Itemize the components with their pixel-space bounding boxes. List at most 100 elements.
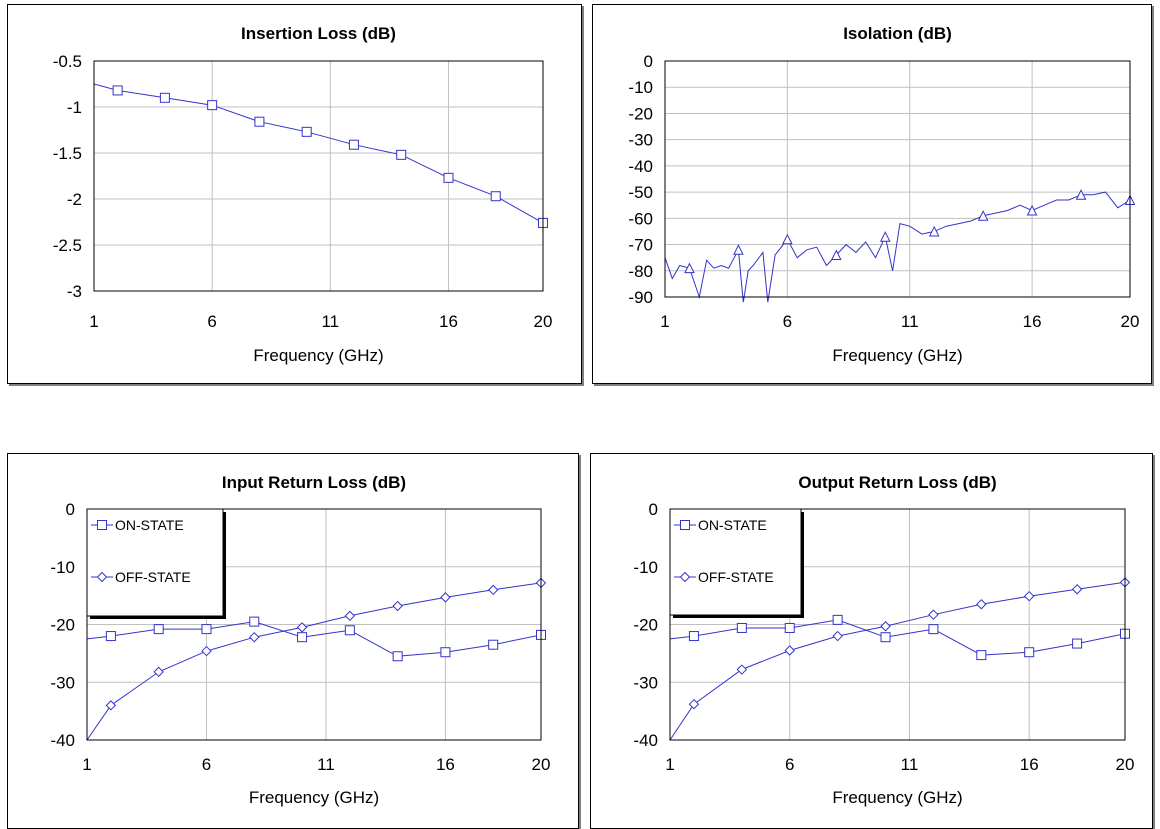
data-point xyxy=(1072,638,1083,649)
data-point xyxy=(301,126,312,137)
x-tick-label: 11 xyxy=(321,312,339,331)
data-point xyxy=(736,664,748,675)
data-point xyxy=(928,624,939,635)
data-point xyxy=(1071,584,1083,595)
y-tick-label: 0 xyxy=(649,500,658,519)
y-tick-label: -1 xyxy=(67,98,82,117)
data-point xyxy=(782,233,793,245)
y-tick-label: -1.5 xyxy=(53,144,82,163)
y-tick-label: -20 xyxy=(50,616,75,635)
y-tick-label: -20 xyxy=(628,104,653,123)
data-point xyxy=(736,622,747,633)
x-tick-label: 1 xyxy=(89,312,98,331)
y-tick-label: -0.5 xyxy=(53,52,82,71)
data-point xyxy=(1024,590,1035,602)
data-point xyxy=(249,616,260,627)
data-point xyxy=(1075,189,1087,200)
y-tick-label: -3 xyxy=(67,282,82,301)
insertion-loss-panel: Insertion Loss (dB) 1 6 11 16 20 -0.5 -1 -1.5 -2-… xyxy=(7,4,582,384)
x-tick-label: 16 xyxy=(1023,312,1042,331)
data-point xyxy=(832,614,843,625)
y-tick-label: -10 xyxy=(633,558,658,577)
x-tick-label: 11 xyxy=(901,312,919,331)
data-point xyxy=(688,631,699,642)
y-tick-label: -70 xyxy=(628,236,653,255)
data-point xyxy=(112,85,123,96)
data-point xyxy=(831,249,842,261)
x-tick-label: 1 xyxy=(82,755,91,774)
data-point xyxy=(688,698,700,710)
data-point xyxy=(977,210,989,221)
y-tick-label: -2 xyxy=(67,190,82,209)
legend-label: OFF-STATE xyxy=(698,569,774,585)
x-tick-label: 6 xyxy=(207,312,216,331)
data-point xyxy=(976,599,987,610)
x-tick-label: 11 xyxy=(317,755,335,774)
x-tick-label: 16 xyxy=(1020,755,1039,774)
data-point xyxy=(684,262,695,274)
y-tick-label: -40 xyxy=(633,731,658,750)
y-tick-label: -10 xyxy=(50,558,75,577)
chart-svg: Insertion Loss (dB)1 6 11 16 20-0.5-1-1.5-2-… xyxy=(53,24,553,365)
y-tick-label: -90 xyxy=(628,288,653,307)
data-point xyxy=(396,149,407,160)
chart-title: Output Return Loss (dB) xyxy=(798,473,996,492)
legend-label: ON-STATE xyxy=(698,517,767,533)
chart-svg: Input Return Loss (dB)1 6 11 16 200-10-20-30… xyxy=(50,473,550,807)
x-tick-label: 1 xyxy=(665,755,674,774)
plot-frame xyxy=(664,60,1131,298)
plot-frame xyxy=(86,508,542,741)
data-point xyxy=(928,609,939,620)
y-tick-label: -30 xyxy=(628,131,653,150)
y-tick-label: -80 xyxy=(628,262,653,281)
series-0 xyxy=(87,616,546,662)
data-point xyxy=(344,610,356,622)
y-tick-label: -40 xyxy=(628,157,653,176)
y-tick-label: -2.5 xyxy=(53,236,82,255)
data-point xyxy=(880,621,891,632)
data-point xyxy=(207,100,218,111)
data-point xyxy=(440,592,451,603)
y-tick-label: -10 xyxy=(628,78,653,97)
data-point xyxy=(784,645,795,656)
data-point xyxy=(201,624,212,635)
y-tick-label: -40 xyxy=(50,731,75,750)
data-point xyxy=(1026,204,1038,216)
x-axis-label: Frequency (GHz) xyxy=(253,346,383,365)
input-return-loss-panel: Input Return Loss (dB) 1 6 11 16 20 0 -10 -20 -30… xyxy=(7,453,579,829)
x-axis-label: Frequency (GHz) xyxy=(249,788,379,807)
isolation-panel: Isolation (dB) 1 6 11 16 20 0 -10 -20 -30 -40 -50 -6… xyxy=(592,4,1152,384)
x-tick-label: 16 xyxy=(439,312,458,331)
data-point xyxy=(249,631,260,643)
data-point xyxy=(159,92,170,103)
data-point xyxy=(488,639,499,650)
legend-label: OFF-STATE xyxy=(115,569,191,585)
x-tick-label: 6 xyxy=(783,312,792,331)
x-tick-label: 6 xyxy=(785,755,794,774)
y-tick-label: -60 xyxy=(628,209,653,228)
x-tick-label: 16 xyxy=(436,755,455,774)
x-tick-label: 20 xyxy=(1116,755,1135,774)
data-point xyxy=(105,700,117,711)
data-point xyxy=(296,622,308,633)
data-point xyxy=(976,650,987,661)
data-point xyxy=(392,600,403,612)
data-point xyxy=(443,172,454,183)
data-point xyxy=(784,622,795,633)
data-point xyxy=(440,647,451,658)
plot-frame xyxy=(669,508,1126,741)
data-point xyxy=(254,116,265,127)
y-tick-label: -20 xyxy=(633,616,658,635)
data-point xyxy=(832,630,843,642)
x-tick-label: 20 xyxy=(1121,312,1140,331)
data-point xyxy=(348,139,359,150)
chart-title: Isolation (dB) xyxy=(843,24,952,43)
data-point xyxy=(105,631,116,642)
data-point xyxy=(392,651,403,662)
output-return-loss-panel: Output Return Loss (dB) 1 6 11 16 20 0 -10 -20 -3… xyxy=(590,453,1153,829)
series-0 xyxy=(665,189,1136,303)
data-point xyxy=(344,625,355,636)
data-point xyxy=(488,584,499,596)
data-point xyxy=(153,624,164,635)
plot-frame xyxy=(93,60,544,292)
